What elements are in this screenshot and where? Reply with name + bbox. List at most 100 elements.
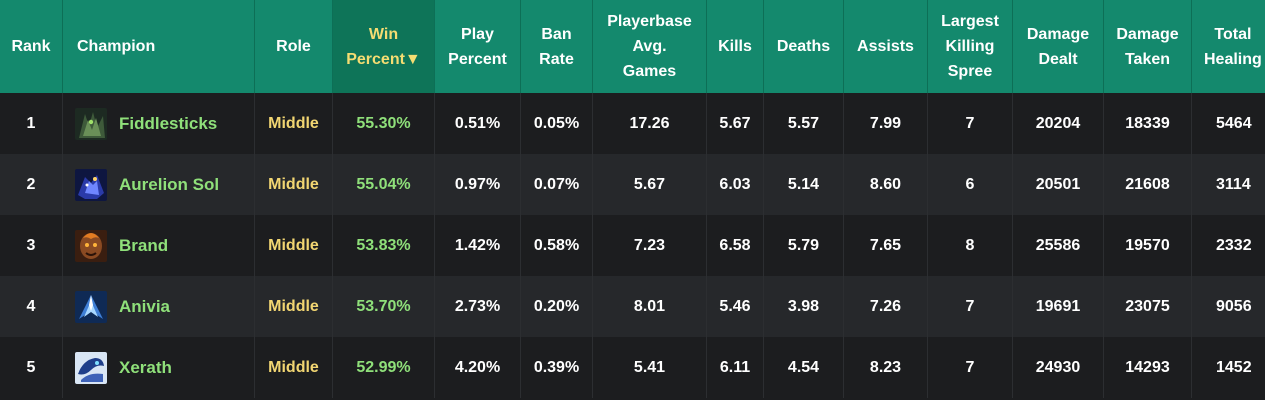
column-header-label: Ban Rate xyxy=(539,25,574,68)
assists-cell: 7.99 xyxy=(844,93,928,154)
anivia-portrait-icon[interactable] xyxy=(75,290,107,323)
column-header-damage-taken[interactable]: Damage Taken xyxy=(1104,0,1192,93)
play-percent-cell: 1.42% xyxy=(435,215,521,276)
deaths-cell: 5.79 xyxy=(764,215,844,276)
column-header-play-percent[interactable]: Play Percent xyxy=(435,0,521,93)
avg-games-cell: 5.41 xyxy=(593,337,707,398)
role-cell: Middle xyxy=(255,276,333,337)
aurelion-sol-portrait-icon[interactable] xyxy=(75,168,107,201)
column-header-label: Win Percent▼ xyxy=(346,25,421,68)
role-cell: Middle xyxy=(255,337,333,398)
damage-taken-cell: 14293 xyxy=(1104,337,1192,398)
win-percent-cell: 53.70% xyxy=(333,276,435,337)
deaths-cell: 3.98 xyxy=(764,276,844,337)
killing-spree-cell: 7 xyxy=(928,337,1013,398)
role-cell: Middle xyxy=(255,93,333,154)
champion-name[interactable]: Xerath xyxy=(119,357,172,377)
killing-spree-cell: 8 xyxy=(928,215,1013,276)
column-header-label: Damage Taken xyxy=(1116,25,1179,68)
rank-cell: 1 xyxy=(0,93,63,154)
rank-cell: 4 xyxy=(0,276,63,337)
deaths-cell: 5.14 xyxy=(764,154,844,215)
play-percent-cell: 2.73% xyxy=(435,276,521,337)
kills-cell: 5.46 xyxy=(707,276,764,337)
champion-name[interactable]: Anivia xyxy=(119,296,171,316)
assists-cell: 7.65 xyxy=(844,215,928,276)
total-healing-cell: 2332 xyxy=(1216,236,1252,254)
ban-rate-cell: 0.58% xyxy=(521,215,593,276)
column-header-label: Role xyxy=(276,38,311,55)
champion-cell[interactable]: Aurelion Sol xyxy=(63,154,255,215)
killing-spree-cell: 6 xyxy=(928,154,1013,215)
killing-spree-cell: 7 xyxy=(928,276,1013,337)
role-cell: Middle xyxy=(255,154,333,215)
damage-taken-cell: 21608 xyxy=(1104,154,1192,215)
column-header-ban-rate[interactable]: Ban Rate xyxy=(521,0,593,93)
fiddlesticks-portrait-icon[interactable] xyxy=(75,107,107,140)
champion-cell[interactable]: Brand xyxy=(63,215,255,276)
table-header: Rank Champion Role Win Percent▼ Play Per… xyxy=(0,0,1265,93)
damage-taken-cell: 19570 xyxy=(1104,215,1192,276)
column-header-rank[interactable]: Rank xyxy=(0,0,63,93)
play-percent-cell: 0.51% xyxy=(435,93,521,154)
table-row[interactable]: 2 Aurelion Sol Middle 55.04% 0.97% 0.07%… xyxy=(0,154,1265,215)
column-header-label: Play Percent xyxy=(448,25,507,68)
column-header-win-percent[interactable]: Win Percent▼ xyxy=(333,0,435,93)
champion-name[interactable]: Brand xyxy=(119,235,169,255)
column-header-label: Total Healing xyxy=(1204,25,1262,68)
column-header-damage-dealt[interactable]: Damage Dealt xyxy=(1013,0,1104,93)
kills-cell: 6.03 xyxy=(707,154,764,215)
champion-name[interactable]: Aurelion Sol xyxy=(119,174,220,194)
role-cell: Middle xyxy=(255,215,333,276)
avg-games-cell: 17.26 xyxy=(593,93,707,154)
champion-cell[interactable]: Fiddlesticks xyxy=(63,93,255,154)
rank-cell: 2 xyxy=(0,154,63,215)
column-header-champion[interactable]: Champion xyxy=(63,0,255,93)
rank-cell: 5 xyxy=(0,337,63,398)
damage-dealt-cell: 19691 xyxy=(1013,276,1104,337)
assists-cell: 8.60 xyxy=(844,154,928,215)
total-healing-cell: 5464 xyxy=(1216,114,1252,132)
avg-games-cell: 5.67 xyxy=(593,154,707,215)
champion-name[interactable]: Fiddlesticks xyxy=(119,113,218,133)
table-row[interactable]: 4 Anivia Middle 53.70% 2.73% 0.20% 8.01 … xyxy=(0,276,1265,337)
column-header-largest-killing-spree[interactable]: Largest Killing Spree xyxy=(928,0,1013,93)
champion-cell[interactable]: Anivia xyxy=(63,276,255,337)
table-row[interactable]: 3 Brand Middle 53.83% 1.42% 0.58% 7.23 6… xyxy=(0,215,1265,276)
kills-cell: 6.11 xyxy=(707,337,764,398)
damage-taken-cell: 18339 xyxy=(1104,93,1192,154)
deaths-cell: 4.54 xyxy=(764,337,844,398)
ban-rate-cell: 0.07% xyxy=(521,154,593,215)
total-healing-cell: 1452 xyxy=(1216,358,1252,376)
column-header-playerbase-avg-games[interactable]: Playerbase Avg. Games xyxy=(593,0,707,93)
xerath-portrait-icon[interactable] xyxy=(75,351,107,384)
column-header-label: Deaths xyxy=(776,38,831,55)
column-header-assists[interactable]: Assists xyxy=(844,0,928,93)
column-header-total-healing[interactable]: Total Healing xyxy=(1192,0,1265,93)
win-percent-cell: 53.83% xyxy=(333,215,435,276)
damage-dealt-cell: 24930 xyxy=(1013,337,1104,398)
total-healing-cell: 3114 xyxy=(1216,175,1251,193)
avg-games-cell: 7.23 xyxy=(593,215,707,276)
assists-cell: 8.23 xyxy=(844,337,928,398)
ban-rate-cell: 0.20% xyxy=(521,276,593,337)
table-row[interactable]: 5 Xerath Middle 52.99% 4.20% 0.39% 5.41 … xyxy=(0,337,1265,400)
damage-dealt-cell: 20204 xyxy=(1013,93,1104,154)
champion-cell[interactable]: Xerath xyxy=(63,337,255,398)
kills-cell: 5.67 xyxy=(707,93,764,154)
brand-portrait-icon[interactable] xyxy=(75,229,107,262)
damage-dealt-cell: 25586 xyxy=(1013,215,1104,276)
win-percent-cell: 55.04% xyxy=(333,154,435,215)
damage-dealt-cell: 20501 xyxy=(1013,154,1104,215)
column-header-kills[interactable]: Kills xyxy=(707,0,764,93)
column-header-role[interactable]: Role xyxy=(255,0,333,93)
deaths-cell: 5.57 xyxy=(764,93,844,154)
column-header-deaths[interactable]: Deaths xyxy=(764,0,844,93)
column-header-label: Kills xyxy=(718,38,752,55)
table-row[interactable]: 1 Fiddlesticks Middle 55.30% 0.51% 0.05%… xyxy=(0,93,1265,154)
avg-games-cell: 8.01 xyxy=(593,276,707,337)
column-header-label: Largest Killing Spree xyxy=(941,13,999,80)
win-percent-cell: 55.30% xyxy=(333,93,435,154)
column-header-label: Damage Dealt xyxy=(1026,25,1090,68)
